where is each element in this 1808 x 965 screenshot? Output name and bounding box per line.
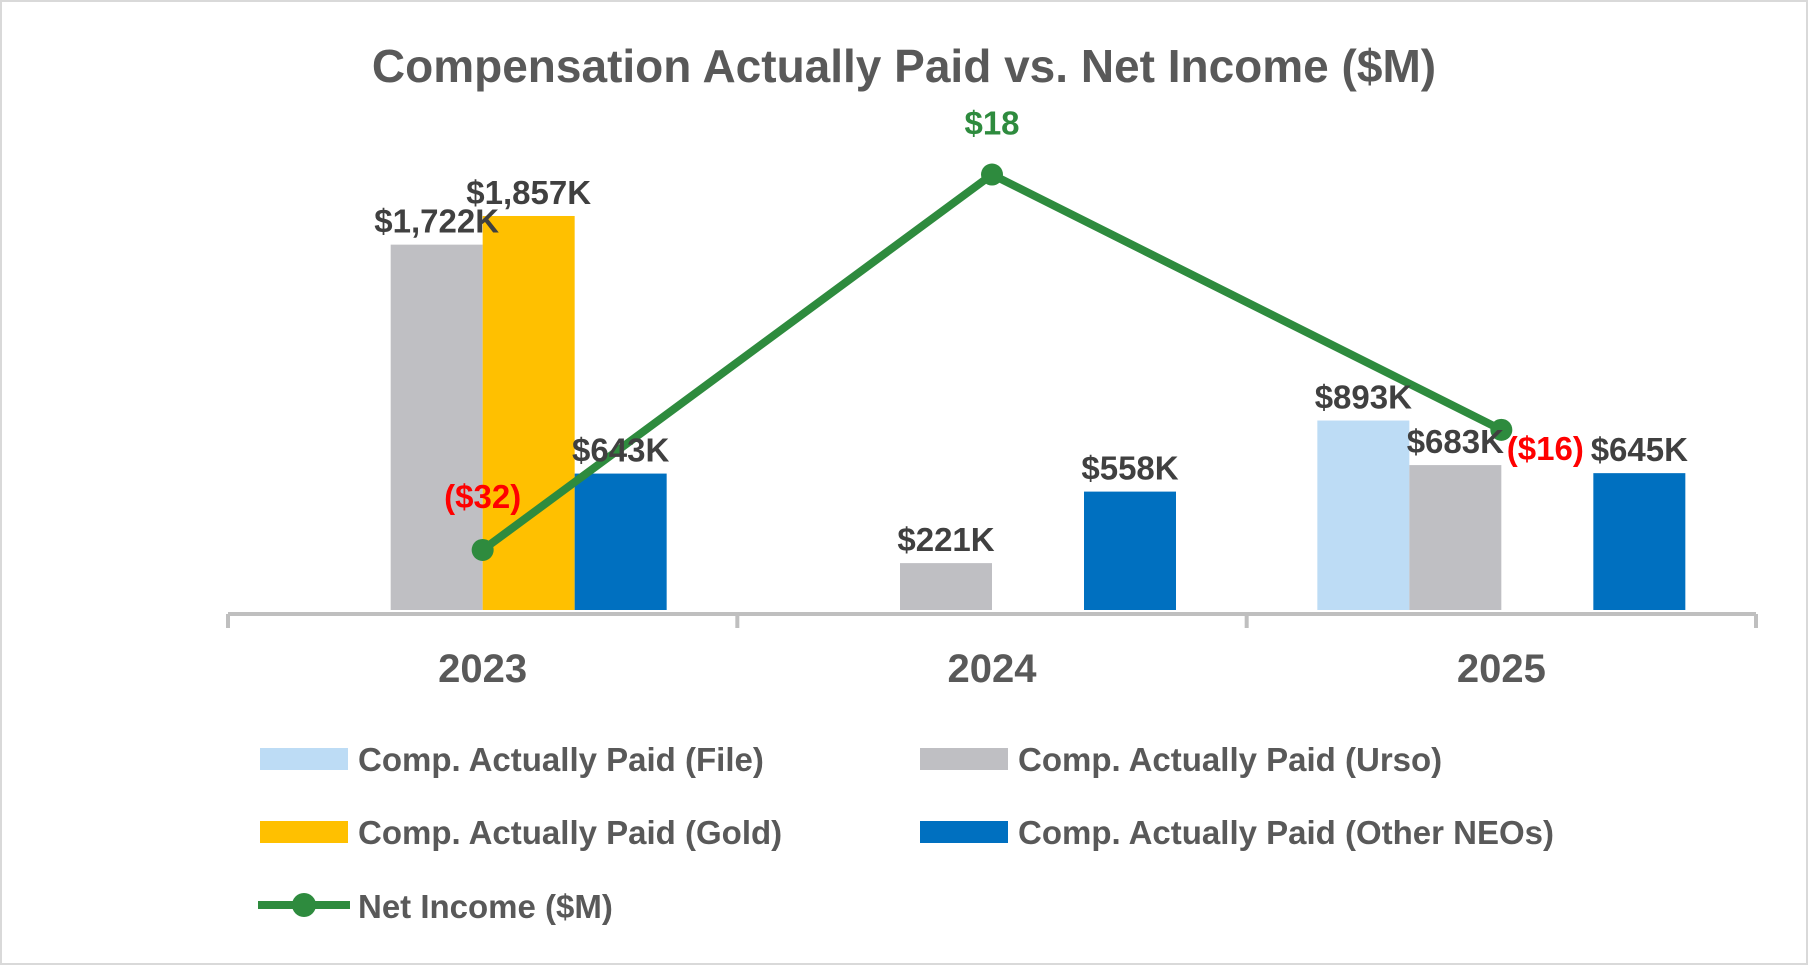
bar-label-comp-actually-paid-gold-2023: $1,857K (466, 174, 591, 211)
bar-comp-actually-paid-file-2025 (1317, 420, 1410, 610)
net-income-line-layer: ($32) $18 ($16) (444, 105, 1584, 561)
bar-label-comp-actually-paid-urso-2023: $1,722K (374, 203, 499, 240)
net-income-point-2023 (471, 538, 494, 561)
net-income-label-2024: $18 (964, 105, 1019, 142)
legend-swatch-comp-actually-paid-urso (920, 748, 1008, 770)
bar-comp-actually-paid-other-neos-2025 (1593, 473, 1686, 610)
legend-swatch-comp-actually-paid-gold (260, 821, 348, 843)
bars-layer (390, 215, 1686, 610)
data-labels-layer: $1,722K$1,857K $643K $221K $558K $893K $683K $… (374, 174, 1688, 558)
bar-comp-actually-paid-urso-2024 (900, 563, 992, 610)
x-axis: 2023 2024 2025 (226, 612, 1758, 691)
bar-label-comp-actually-paid-urso-2024: $221K (897, 521, 994, 558)
bar-label-comp-actually-paid-other-neos-2024: $558K (1081, 450, 1178, 487)
bar-label-comp-actually-paid-other-neos-2025: $645K (1591, 431, 1688, 468)
x-tick-label-2024: 2024 (948, 647, 1038, 691)
legend-label-comp-actually-paid-urso: Comp. Actually Paid (Urso) (1018, 741, 1442, 778)
legend-label-comp-actually-paid-file: Comp. Actually Paid (File) (358, 741, 764, 778)
bar-label-comp-actually-paid-other-neos-2023: $643K (572, 432, 669, 469)
chart-title: Compensation Actually Paid vs. Net Incom… (372, 40, 1436, 92)
legend-swatch-comp-actually-paid-file (260, 748, 348, 770)
bar-label-comp-actually-paid-urso-2025: $683K (1407, 423, 1504, 460)
bar-comp-actually-paid-other-neos-2023 (574, 473, 667, 610)
legend: Comp. Actually Paid (File) Comp. Actually… (258, 741, 1554, 925)
net-income-point-2024 (981, 163, 1003, 186)
net-income-point-2025 (1490, 418, 1513, 441)
net-income-label-2025: ($16) (1507, 430, 1584, 467)
legend-swatch-comp-actually-paid-other-neos (920, 821, 1008, 843)
bar-label-comp-actually-paid-file-2025: $893K (1315, 379, 1412, 416)
legend-swatch-net-income-marker (292, 893, 316, 917)
net-income-label-2023: ($32) (444, 478, 521, 515)
bar-comp-actually-paid-urso-2025 (1409, 465, 1502, 610)
bar-comp-actually-paid-urso-2023 (390, 244, 483, 610)
bar-comp-actually-paid-other-neos-2024 (1084, 491, 1176, 610)
legend-label-comp-actually-paid-other-neos: Comp. Actually Paid (Other NEOs) (1018, 814, 1554, 851)
legend-label-net-income: Net Income ($M) (358, 888, 613, 925)
x-tick-label-2023: 2023 (438, 647, 527, 691)
legend-label-comp-actually-paid-gold: Comp. Actually Paid (Gold) (358, 814, 782, 851)
x-tick-label-2025: 2025 (1457, 647, 1546, 691)
bar-comp-actually-paid-gold-2023 (482, 215, 575, 610)
